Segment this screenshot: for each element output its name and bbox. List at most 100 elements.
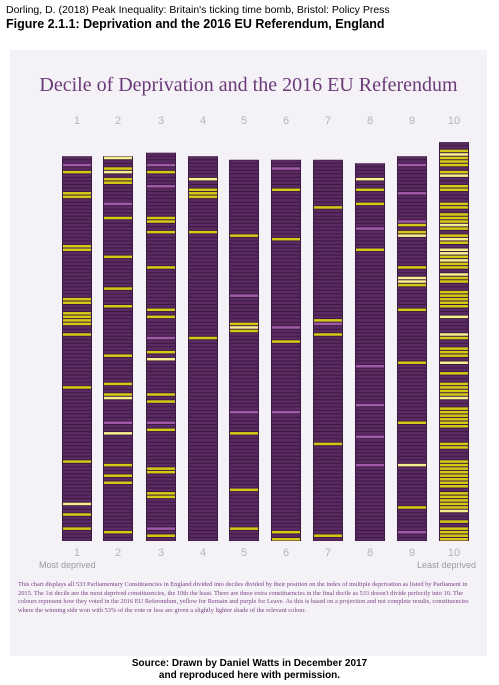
constituency-cell [272, 294, 300, 297]
constituency-cell [314, 460, 342, 463]
constituency-cell [314, 283, 342, 287]
constituency-cell [440, 340, 468, 343]
constituency-cell [440, 290, 468, 294]
constituency-cell [314, 244, 342, 248]
constituency-cell [398, 188, 426, 192]
constituency-cell [440, 516, 468, 520]
constituency-cell [147, 449, 175, 453]
constituency-cell [398, 439, 426, 442]
constituency-cell [189, 460, 217, 463]
constituency-cell [230, 206, 258, 209]
constituency-cell [272, 192, 300, 195]
constituency-cell [189, 527, 217, 530]
constituency-cell [104, 467, 132, 470]
constituency-cell [314, 209, 342, 213]
constituency-cell [147, 354, 175, 357]
constituency-cell [314, 428, 342, 432]
constituency-cell [314, 280, 342, 283]
constituency-cell [272, 474, 300, 477]
constituency-cell [63, 400, 91, 403]
constituency-cell [230, 516, 258, 520]
constituency-cell [63, 389, 91, 393]
constituency-cell [63, 372, 91, 375]
constituency-cell [230, 336, 258, 340]
constituency-cell [104, 202, 132, 206]
constituency-cell [272, 446, 300, 449]
constituency-cell [314, 414, 342, 417]
constituency-cell [63, 283, 91, 287]
constituency-cell [272, 184, 300, 188]
constituency-cell [314, 248, 342, 252]
constituency-cell [189, 280, 217, 283]
bottom-tick-label: 2 [115, 547, 121, 559]
constituency-cell [147, 244, 175, 248]
constituency-cell [189, 301, 217, 304]
constituency-cell [63, 481, 91, 485]
constituency-cell [314, 326, 342, 329]
constituency-cell [314, 241, 342, 244]
constituency-cell [189, 375, 217, 379]
constituency-cell [147, 467, 175, 470]
constituency-cell [189, 273, 217, 276]
constituency-cell [440, 181, 468, 184]
constituency-cell [147, 343, 175, 347]
figure-title: Figure 2.1.1: Deprivation and the 2016 E… [6, 17, 385, 31]
constituency-cell [104, 343, 132, 347]
constituency-cell [440, 506, 468, 509]
constituency-cell [63, 414, 91, 417]
constituency-cell [314, 294, 342, 297]
constituency-cell [104, 530, 132, 534]
constituency-cell [398, 220, 426, 223]
top-tick-label: 5 [241, 115, 247, 127]
constituency-cell [104, 273, 132, 276]
constituency-cell [314, 537, 342, 541]
constituency-cell [398, 396, 426, 400]
constituency-cell [230, 365, 258, 368]
constituency-cell [230, 446, 258, 449]
constituency-cell [147, 315, 175, 319]
constituency-cell [63, 156, 91, 160]
constituency-cell [230, 463, 258, 467]
constituency-cell [356, 407, 384, 410]
constituency-cell [440, 523, 468, 527]
constituency-cell [230, 428, 258, 432]
constituency-cell [147, 301, 175, 304]
constituency-cell [63, 502, 91, 506]
constituency-cell [272, 343, 300, 347]
constituency-cell [398, 534, 426, 537]
constituency-cell [356, 481, 384, 485]
constituency-cell [230, 509, 258, 513]
constituency-cell [272, 241, 300, 244]
constituency-cell [189, 435, 217, 439]
constituency-cell [189, 372, 217, 375]
constituency-cell [104, 414, 132, 417]
constituency-cell [230, 343, 258, 347]
constituency-cell [272, 329, 300, 333]
constituency-cell [398, 414, 426, 417]
constituency-cell [189, 523, 217, 527]
constituency-cell [314, 361, 342, 364]
constituency-cell [314, 297, 342, 301]
constituency-cell [398, 495, 426, 499]
constituency-cell [147, 336, 175, 340]
constituency-cell [189, 396, 217, 400]
decile-chart: 1 1 2 2 3 3 4 4 5 5 6 6 7 7 8 8 9 9 10 10 Most deprived Least… [39, 115, 476, 570]
constituency-cell [189, 365, 217, 368]
constituency-cell [314, 485, 342, 488]
constituency-cell [314, 506, 342, 509]
constituency-cell [104, 156, 132, 160]
constituency-cell [356, 428, 384, 432]
constituency-cell [272, 181, 300, 184]
constituency-cell [314, 184, 342, 188]
constituency-cell [356, 474, 384, 477]
constituency-cell [63, 273, 91, 276]
constituency-cell [104, 354, 132, 357]
constituency-cell [104, 375, 132, 379]
constituency-cell [63, 259, 91, 262]
chart-title: Decile of Deprivation and the 2016 EU Re… [39, 74, 458, 96]
constituency-cell [104, 237, 132, 241]
constituency-cell [398, 354, 426, 357]
constituency-cell [147, 340, 175, 343]
constituency-cell [230, 223, 258, 227]
constituency-cell [398, 273, 426, 276]
